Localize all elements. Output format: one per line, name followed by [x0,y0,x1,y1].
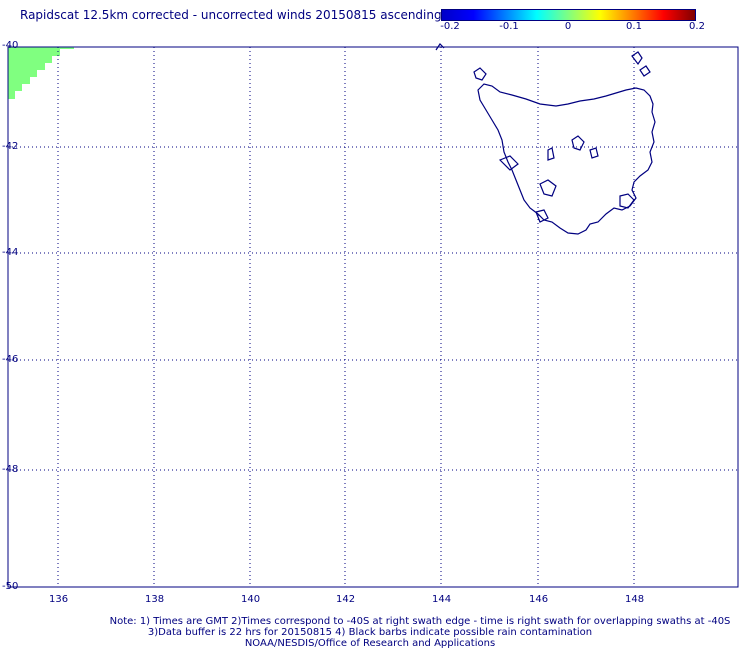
colorbar-tick-label: 0 [564,21,572,32]
longitude-tick-label: 146 [529,594,549,605]
latitude-tick-label: -50 [2,581,19,592]
longitude-tick-label: 142 [336,594,356,605]
colorbar-tick-label: -0.2 [440,21,460,32]
longitude-gridlines [57,47,635,587]
longitude-tick-label: 136 [49,594,69,605]
tasmania-coastline [435,43,656,235]
latitude-tick-label: -46 [2,354,19,365]
note-line: 3)Data buffer is 22 hrs for 20150815 4) … [147,627,593,638]
colorbar-tick-label: 0.2 [689,21,705,32]
latitude-gridlines [8,146,738,471]
colorbar [441,9,696,21]
colorbar-tick-label: 0.1 [626,21,642,32]
colorbar-tick-label: -0.1 [499,21,519,32]
map-title: Rapidscat 12.5km corrected - uncorrected… [20,8,442,22]
plot-frame [7,46,739,588]
longitude-tick-label: 144 [432,594,452,605]
latitude-tick-label: -40 [2,40,19,51]
note-line: NOAA/NESDIS/Office of Research and Appli… [244,638,496,649]
longitude-tick-label: 138 [145,594,165,605]
wind-swath [8,47,74,99]
longitude-tick-label: 148 [625,594,645,605]
latitude-tick-label: -42 [2,141,19,152]
longitude-tick-label: 140 [241,594,261,605]
note-line: Note: 1) Times are GMT 2)Times correspon… [109,616,731,627]
latitude-tick-label: -48 [2,464,19,475]
latitude-tick-label: -44 [2,247,19,258]
footnotes: Note: 1) Times are GMT 2)Times correspon… [0,616,740,649]
